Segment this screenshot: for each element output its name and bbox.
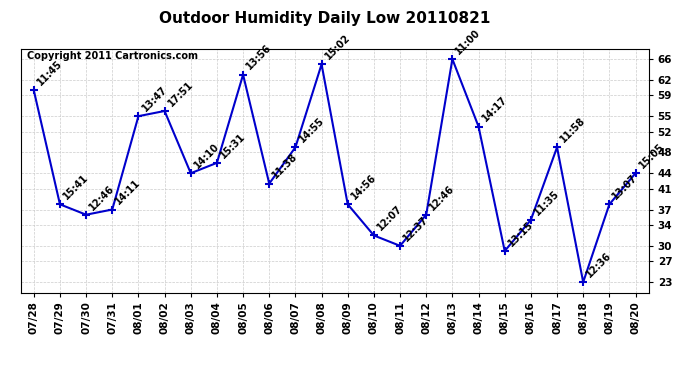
Text: 14:17: 14:17 <box>480 95 509 124</box>
Text: 14:10: 14:10 <box>192 141 221 171</box>
Text: 15:41: 15:41 <box>61 172 90 201</box>
Text: 11:58: 11:58 <box>558 116 587 144</box>
Text: 11:00: 11:00 <box>454 27 483 56</box>
Text: Copyright 2011 Cartronics.com: Copyright 2011 Cartronics.com <box>27 51 198 61</box>
Text: 14:56: 14:56 <box>349 172 378 201</box>
Text: 15:05: 15:05 <box>637 141 666 171</box>
Text: 12:37: 12:37 <box>402 214 431 243</box>
Text: 12:36: 12:36 <box>584 251 613 279</box>
Text: 13:07: 13:07 <box>611 172 640 201</box>
Text: 17:51: 17:51 <box>166 79 195 108</box>
Text: 13:56: 13:56 <box>244 43 273 72</box>
Text: 14:55: 14:55 <box>297 116 326 144</box>
Text: 15:02: 15:02 <box>323 33 352 62</box>
Text: 11:45: 11:45 <box>35 58 64 87</box>
Text: 14:11: 14:11 <box>114 178 143 207</box>
Text: 13:47: 13:47 <box>140 84 169 113</box>
Text: 12:46: 12:46 <box>88 183 117 212</box>
Text: 13:15: 13:15 <box>506 219 535 248</box>
Text: 11:35: 11:35 <box>532 188 561 217</box>
Text: 15:31: 15:31 <box>218 131 247 160</box>
Text: 11:38: 11:38 <box>270 152 299 181</box>
Text: Outdoor Humidity Daily Low 20110821: Outdoor Humidity Daily Low 20110821 <box>159 11 490 26</box>
Text: 12:07: 12:07 <box>375 204 404 232</box>
Text: 12:46: 12:46 <box>428 183 457 212</box>
